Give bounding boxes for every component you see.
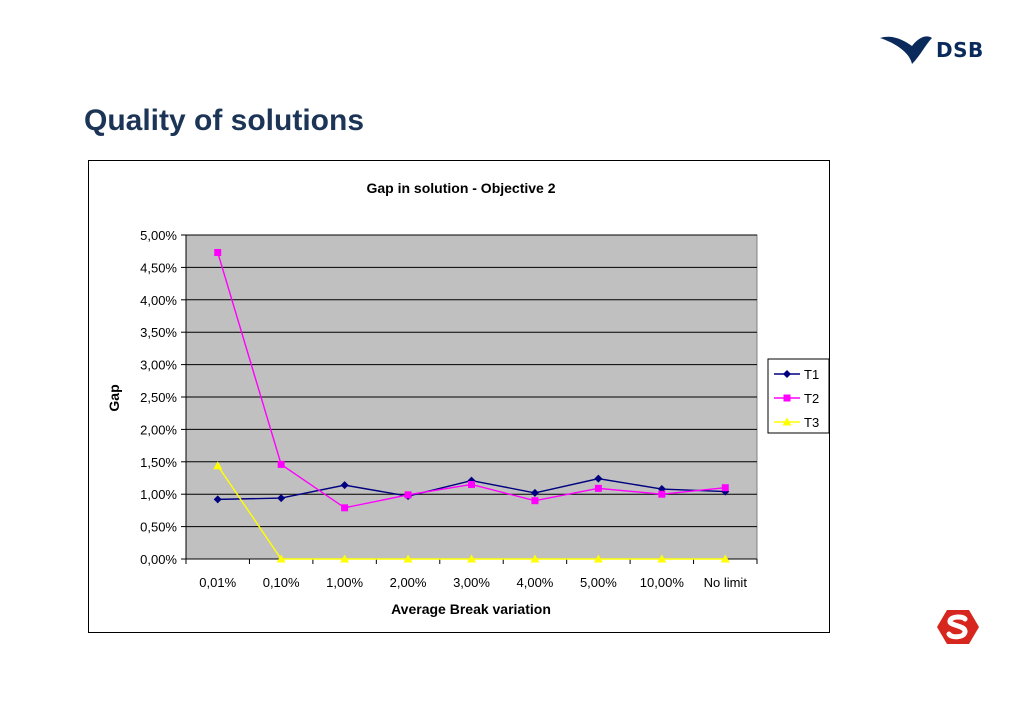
- y-tick-label: 3,00%: [140, 358, 177, 373]
- y-tick-label: 4,50%: [140, 260, 177, 275]
- chart-title: Gap in solution - Objective 2: [366, 180, 555, 196]
- y-tick-label: 1,50%: [140, 455, 177, 470]
- legend: [767, 358, 829, 434]
- legend-marker-t3: [782, 417, 792, 426]
- data-point-t1: [340, 481, 349, 490]
- y-tick-label: 2,50%: [140, 390, 177, 405]
- data-point-t1: [213, 495, 222, 504]
- legend-marker-t1: [783, 370, 791, 378]
- x-tick-label: 5,00%: [580, 575, 617, 590]
- data-point-t1: [277, 494, 286, 503]
- data-point-t2: [404, 491, 412, 499]
- y-tick-label: 2,00%: [140, 422, 177, 437]
- data-point-t3: [720, 554, 730, 563]
- data-point-t2: [594, 484, 602, 492]
- data-point-t1: [594, 474, 603, 483]
- data-point-t2: [531, 497, 539, 505]
- x-tick-label: 10,00%: [640, 575, 685, 590]
- chart-frame: Gap in solution - Objective 2 Average Br…: [88, 160, 830, 633]
- x-tick-label: 0,01%: [199, 575, 236, 590]
- data-point-t2: [721, 484, 729, 492]
- data-point-t2: [214, 248, 222, 256]
- x-tick-label: 3,00%: [453, 575, 490, 590]
- x-tick-label: 4,00%: [517, 575, 554, 590]
- data-point-t3: [276, 554, 286, 563]
- data-point-t2: [341, 504, 349, 512]
- y-tick-label: 0,00%: [140, 552, 177, 567]
- x-tick-label: No limit: [704, 575, 748, 590]
- x-axis-title: Average Break variation: [391, 601, 551, 617]
- y-tick-label: 3,50%: [140, 325, 177, 340]
- y-tick-label: 1,00%: [140, 487, 177, 502]
- data-point-t3: [467, 554, 476, 563]
- y-tick-label: 4,00%: [140, 293, 177, 308]
- y-tick-label: 5,00%: [140, 228, 177, 243]
- data-point-t1: [530, 488, 539, 497]
- x-tick-label: 2,00%: [390, 575, 427, 590]
- x-tick-label: 0,10%: [263, 575, 300, 590]
- data-point-t2: [277, 460, 285, 468]
- y-tick-label: 0,50%: [140, 520, 177, 535]
- data-point-t3: [530, 554, 540, 563]
- data-point-t3: [213, 461, 223, 470]
- x-tick-label: 1,00%: [326, 575, 363, 590]
- data-point-t3: [657, 554, 667, 563]
- y-axis-title: Gap: [106, 384, 122, 411]
- legend-marker-t2: [783, 394, 791, 402]
- data-point-t3: [340, 554, 350, 563]
- legend-label-t3: T3: [804, 415, 819, 430]
- data-point-t3: [403, 554, 413, 563]
- data-point-t3: [593, 554, 603, 563]
- gap-line-chart: Gap in solution - Objective 2 Average Br…: [106, 180, 829, 617]
- s-train-logo-icon: [937, 610, 979, 644]
- data-point-t2: [468, 480, 475, 488]
- brand-logo-text: DSB: [936, 38, 984, 62]
- page-title: Quality of solutions: [84, 104, 365, 137]
- legend-label-t2: T2: [804, 391, 819, 406]
- dsb-wing-icon: [880, 36, 932, 64]
- legend-label-t1: T1: [804, 367, 819, 382]
- data-point-t2: [658, 490, 666, 498]
